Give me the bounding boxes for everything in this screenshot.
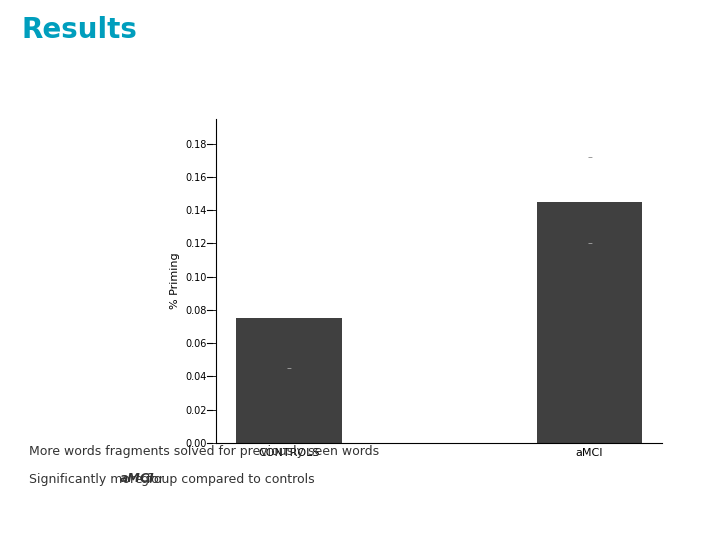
Text: Enriching Care
Enhancing Knowledge
Enlightening Minds: Enriching Care Enhancing Knowledge Enlig… xyxy=(616,511,685,529)
Bar xyxy=(236,318,341,443)
Text: –: – xyxy=(587,239,592,248)
Y-axis label: % Priming: % Priming xyxy=(170,253,180,309)
Bar xyxy=(537,202,642,443)
Text: group compared to controls: group compared to controls xyxy=(138,472,315,485)
Text: Pg11: Pg11 xyxy=(702,515,720,525)
Text: More words fragments solved for previously seen words: More words fragments solved for previous… xyxy=(29,446,379,458)
Text: –: – xyxy=(587,152,592,162)
Text: aMCI: aMCI xyxy=(120,472,155,485)
Text: Baycrest: Baycrest xyxy=(536,512,611,527)
Text: Results: Results xyxy=(22,16,138,44)
Text: –: – xyxy=(287,363,292,373)
Text: Significantly more for: Significantly more for xyxy=(29,472,168,485)
